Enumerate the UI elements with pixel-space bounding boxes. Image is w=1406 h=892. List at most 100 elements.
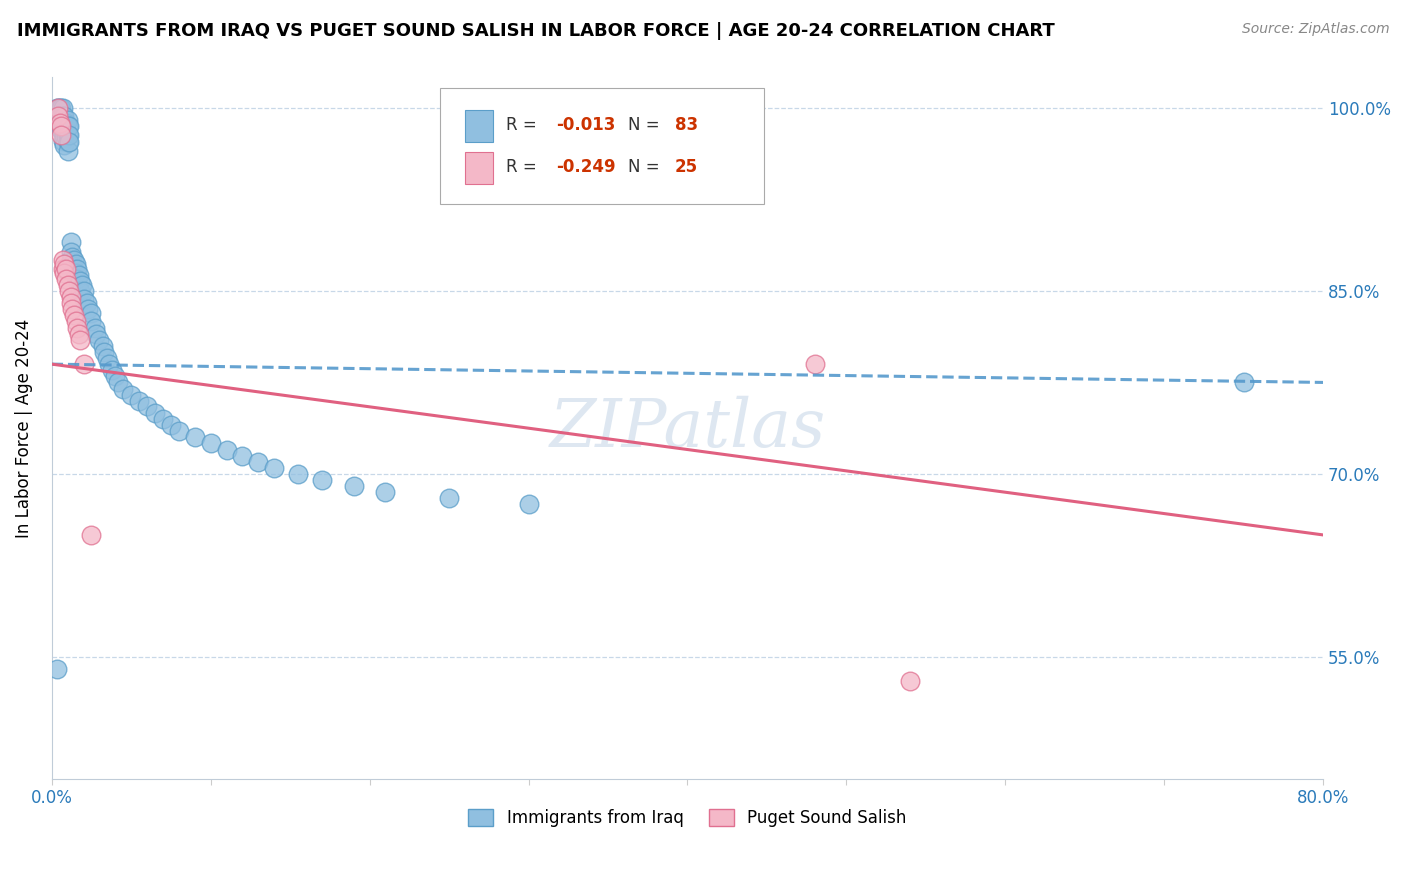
- Point: [56, 135, 79, 149]
- Point: [231, 449, 253, 463]
- Point: [46, 101, 69, 115]
- Point: [152, 412, 174, 426]
- Point: [59, 296, 82, 310]
- Point: [65, 314, 87, 328]
- Y-axis label: In Labor Force | Age 20-24: In Labor Force | Age 20-24: [15, 318, 32, 538]
- Bar: [465, 153, 494, 184]
- Point: [51, 110, 73, 124]
- Point: [55, 271, 77, 285]
- Text: ZIPatlas: ZIPatlas: [550, 395, 825, 461]
- Point: [136, 399, 159, 413]
- Point: [51, 128, 73, 142]
- Point: [46, 110, 69, 124]
- Point: [59, 235, 82, 249]
- Point: [52, 115, 75, 129]
- Point: [55, 115, 77, 129]
- Point: [67, 268, 90, 282]
- Point: [53, 115, 76, 129]
- Point: [59, 290, 82, 304]
- Point: [128, 393, 150, 408]
- Point: [77, 302, 100, 317]
- Point: [53, 257, 76, 271]
- Text: N =: N =: [627, 158, 665, 177]
- Point: [101, 363, 124, 377]
- Point: [56, 128, 79, 142]
- Point: [200, 436, 222, 450]
- Point: [55, 123, 77, 137]
- Point: [53, 123, 76, 137]
- Point: [51, 123, 73, 137]
- Point: [62, 250, 84, 264]
- Point: [59, 253, 82, 268]
- Point: [160, 418, 183, 433]
- Point: [66, 271, 89, 285]
- Point: [58, 284, 80, 298]
- Text: Source: ZipAtlas.com: Source: ZipAtlas.com: [1241, 22, 1389, 37]
- Point: [58, 128, 80, 142]
- Point: [52, 253, 75, 268]
- Point: [62, 302, 84, 317]
- Point: [48, 110, 70, 124]
- Point: [65, 257, 87, 271]
- Point: [112, 382, 135, 396]
- Point: [56, 144, 79, 158]
- Point: [52, 262, 75, 277]
- Point: [45, 101, 67, 115]
- Text: R =: R =: [506, 116, 541, 134]
- Point: [374, 485, 396, 500]
- Point: [63, 309, 86, 323]
- Point: [52, 101, 75, 115]
- Point: [52, 110, 75, 124]
- Point: [69, 333, 91, 347]
- Text: 25: 25: [675, 158, 697, 177]
- Point: [1233, 376, 1256, 390]
- Point: [83, 320, 105, 334]
- Point: [120, 387, 142, 401]
- Text: R =: R =: [506, 158, 541, 177]
- Point: [46, 101, 69, 115]
- Point: [48, 101, 70, 115]
- Point: [56, 113, 79, 128]
- Point: [91, 339, 114, 353]
- Point: [437, 491, 460, 506]
- Point: [51, 120, 73, 134]
- Text: N =: N =: [627, 116, 665, 134]
- Point: [52, 134, 75, 148]
- FancyBboxPatch shape: [440, 88, 763, 203]
- Point: [80, 528, 103, 542]
- Point: [51, 115, 73, 129]
- Point: [53, 110, 76, 124]
- Point: [803, 357, 825, 371]
- Point: [247, 455, 270, 469]
- Point: [65, 266, 87, 280]
- Point: [48, 115, 70, 129]
- Text: IMMIGRANTS FROM IRAQ VS PUGET SOUND SALISH IN LABOR FORCE | AGE 20-24 CORRELATIO: IMMIGRANTS FROM IRAQ VS PUGET SOUND SALI…: [17, 22, 1054, 40]
- Point: [143, 406, 166, 420]
- Text: -0.013: -0.013: [557, 116, 616, 134]
- Point: [104, 369, 127, 384]
- Point: [343, 479, 366, 493]
- Legend: Immigrants from Iraq, Puget Sound Salish: Immigrants from Iraq, Puget Sound Salish: [461, 802, 912, 834]
- Point: [72, 293, 94, 307]
- Point: [96, 351, 118, 365]
- Point: [80, 306, 103, 320]
- Text: 83: 83: [675, 116, 697, 134]
- Point: [53, 130, 76, 145]
- Point: [69, 284, 91, 298]
- Point: [53, 266, 76, 280]
- Point: [55, 262, 77, 277]
- Point: [89, 333, 111, 347]
- Text: -0.249: -0.249: [557, 158, 616, 177]
- Point: [48, 117, 70, 131]
- Point: [93, 345, 115, 359]
- Point: [311, 473, 333, 487]
- Point: [67, 326, 90, 341]
- Point: [76, 296, 98, 310]
- Point: [517, 498, 540, 512]
- Point: [898, 674, 921, 689]
- Point: [63, 262, 86, 277]
- Point: [58, 135, 80, 149]
- Point: [70, 277, 93, 292]
- Point: [55, 130, 77, 145]
- Point: [167, 424, 190, 438]
